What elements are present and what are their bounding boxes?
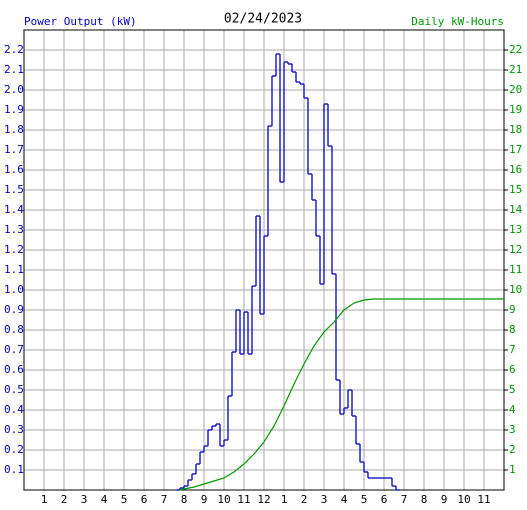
series-line <box>179 298 504 491</box>
y-tick-label: 0.1 <box>4 463 24 476</box>
y2-tick-label: 17 <box>509 143 522 156</box>
x-tick-label: 8 <box>181 493 188 506</box>
y2-tick-label: 1 <box>509 463 516 476</box>
y-tick-label: 0.9 <box>4 303 24 316</box>
x-tick-label: 2 <box>61 493 68 506</box>
y2-tick-label: 4 <box>509 403 516 416</box>
x-tick-label: 3 <box>81 493 88 506</box>
y-tick-label: 1.3 <box>4 223 24 236</box>
y2-tick-label: 8 <box>509 323 516 336</box>
y2-tick-label: 16 <box>509 163 522 176</box>
y2-tick-label: 2 <box>509 443 516 456</box>
y-axis-label: Power Output (kW) <box>24 15 137 28</box>
y2-tick-label: 12 <box>509 243 522 256</box>
y-tick-label: 1.6 <box>4 163 24 176</box>
y2-tick-label: 15 <box>509 183 522 196</box>
y2-tick-label: 20 <box>509 83 522 96</box>
y2-tick-label: 11 <box>509 263 522 276</box>
y-tick-label: 0.3 <box>4 423 24 436</box>
y-tick-label: 0.5 <box>4 383 24 396</box>
x-tick-label: 5 <box>361 493 368 506</box>
y2-tick-label: 10 <box>509 283 522 296</box>
x-tick-label: 9 <box>201 493 208 506</box>
y2-tick-label: 18 <box>509 123 522 136</box>
plot-frame <box>23 29 505 491</box>
y-tick-label: 0.7 <box>4 343 24 356</box>
x-tick-label: 8 <box>421 493 428 506</box>
y-tick-label: 1.1 <box>4 263 24 276</box>
x-tick-label: 10 <box>217 493 230 506</box>
y-tick-label: 1.8 <box>4 123 24 136</box>
x-tick-label: 2 <box>301 493 308 506</box>
x-tick-label: 4 <box>101 493 108 506</box>
y-tick-label: 1.7 <box>4 143 24 156</box>
y2-tick-label: 3 <box>509 423 516 436</box>
y2-tick-label: 7 <box>509 343 516 356</box>
x-tick-label: 7 <box>161 493 168 506</box>
x-tick-label: 9 <box>441 493 448 506</box>
x-tick-label: 6 <box>141 493 148 506</box>
x-tick-label: 3 <box>321 493 328 506</box>
x-tick-label: 1 <box>41 493 48 506</box>
x-tick-label: 12 <box>257 493 270 506</box>
y-tick-label: 2.0 <box>4 83 24 96</box>
y2-tick-label: 14 <box>509 203 523 216</box>
x-tick-label: 5 <box>121 493 128 506</box>
y-tick-label: 0.2 <box>4 443 24 456</box>
x-tick-label: 4 <box>341 493 348 506</box>
x-tick-label: 1 <box>281 493 288 506</box>
chart-title: 02/24/2023 <box>224 12 302 27</box>
y-tick-label: 1.9 <box>4 103 24 116</box>
y2-tick-label: 5 <box>509 383 516 396</box>
x-tick-label: 11 <box>237 493 250 506</box>
x-tick-label: 11 <box>477 493 490 506</box>
y-tick-label: 0.6 <box>4 363 24 376</box>
y2-tick-label: 6 <box>509 363 516 376</box>
y2-tick-label: 19 <box>509 103 522 116</box>
x-tick-label: 10 <box>457 493 470 506</box>
y2-axis-label: Daily kW-Hours <box>411 15 504 28</box>
y-tick-label: 2.1 <box>4 63 24 76</box>
y-tick-label: 2.2 <box>4 43 24 56</box>
y-tick-label: 0.4 <box>4 403 24 416</box>
y2-tick-label: 21 <box>509 63 522 76</box>
y2-tick-label: 9 <box>509 303 516 316</box>
y-tick-label: 0.8 <box>4 323 24 336</box>
y2-tick-label: 22 <box>509 43 522 56</box>
y-tick-label: 1.4 <box>4 203 24 216</box>
y-tick-label: 1.0 <box>4 283 24 296</box>
y-tick-label: 1.5 <box>4 183 24 196</box>
x-tick-label: 6 <box>381 493 388 506</box>
x-tick-label: 7 <box>401 493 408 506</box>
y-tick-label: 1.2 <box>4 243 24 256</box>
y2-tick-label: 13 <box>509 223 522 236</box>
